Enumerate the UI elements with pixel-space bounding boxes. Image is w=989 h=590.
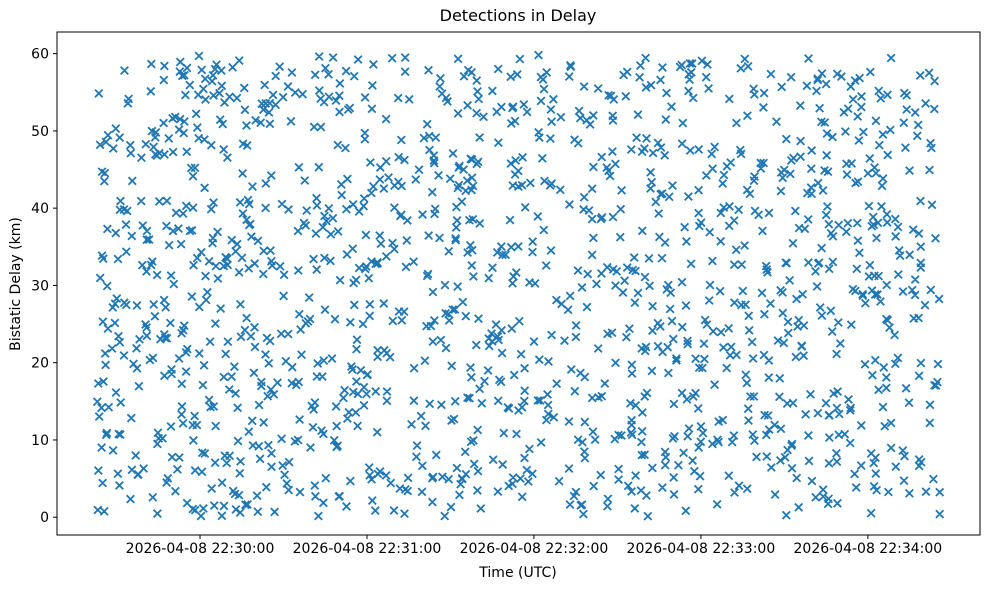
y-tick-label: 50 (31, 124, 49, 140)
y-tick-label: 60 (31, 47, 49, 63)
y-tick-label: 0 (40, 510, 49, 526)
x-axis-label: Time (UTC) (478, 565, 556, 581)
y-axis-label: Bistatic Delay (km) (8, 217, 24, 351)
plot-border (56, 31, 981, 536)
x-tick-label: 2026-04-08 22:34:00 (794, 541, 943, 557)
y-tick-label: 20 (31, 356, 49, 372)
x-axis-ticks: 2026-04-08 22:30:00 2026-04-08 22:31:00 20… (126, 535, 943, 557)
y-tick-label: 10 (31, 433, 49, 449)
x-tick-label: 2026-04-08 22:30:00 (126, 541, 275, 557)
x-tick-label: 2026-04-08 22:33:00 (627, 541, 776, 557)
y-axis-ticks: 0 10 20 30 40 50 60 (31, 47, 57, 526)
y-tick-label: 40 (31, 201, 49, 217)
x-tick-label: 2026-04-08 22:32:00 (460, 541, 609, 557)
scatter-points (92, 50, 945, 521)
x-tick-label: 2026-04-08 22:31:00 (293, 541, 442, 557)
y-tick-label: 30 (31, 278, 49, 294)
plot-title: Detections in Delay (440, 6, 597, 25)
